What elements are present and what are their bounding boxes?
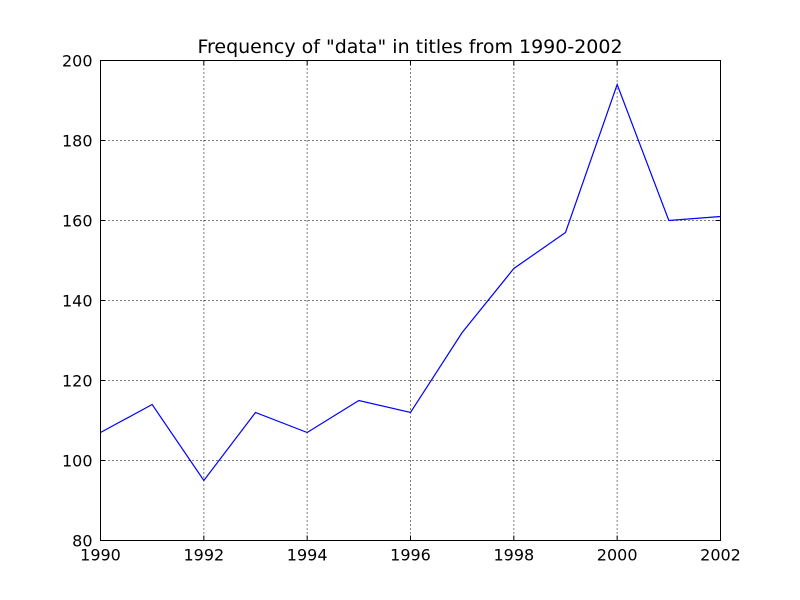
series-line	[100, 82, 721, 482]
x-tick-label: 1998	[493, 546, 534, 565]
x-tick-label: 2000	[597, 546, 638, 565]
y-tick-label: 120	[62, 372, 93, 391]
y-tick-label: 200	[62, 52, 93, 71]
y-tick-label: 180	[62, 132, 93, 151]
chart-title: Frequency of "data" in titles from 1990-…	[197, 36, 622, 58]
y-tick-label: 160	[62, 212, 93, 231]
x-tick-label: 1992	[183, 546, 224, 565]
series-layer	[100, 82, 721, 482]
tick-labels: 1990 1992 1994 1996 1998 2000 2002 80 100 120 140 1…	[62, 52, 741, 565]
grid-lines	[100, 60, 721, 541]
y-tick-label: 100	[62, 452, 93, 471]
x-tick-label: 1990	[80, 546, 121, 565]
x-tick-label: 1996	[390, 546, 431, 565]
axis-ticks	[100, 60, 721, 541]
x-tick-label: 1994	[287, 546, 328, 565]
y-tick-label: 140	[62, 292, 93, 311]
y-tick-label: 80	[72, 532, 92, 551]
x-tick-label: 2002	[700, 546, 741, 565]
